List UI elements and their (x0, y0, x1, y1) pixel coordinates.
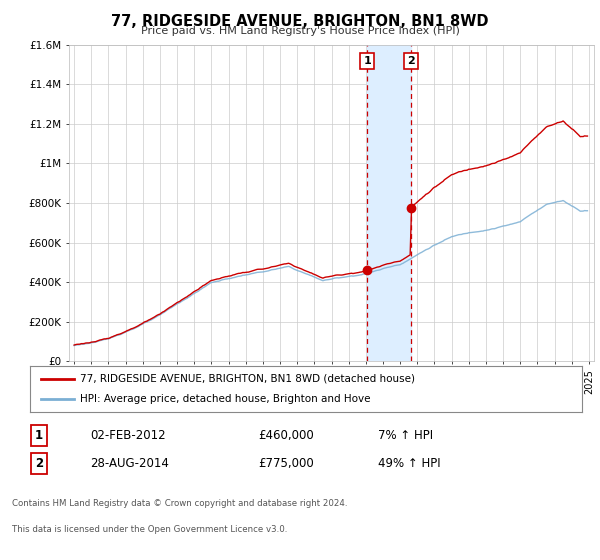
Text: 2: 2 (407, 55, 415, 66)
Bar (367, 45, 411, 361)
Text: Price paid vs. HM Land Registry's House Price Index (HPI): Price paid vs. HM Land Registry's House … (140, 26, 460, 36)
Text: 28-AUG-2014: 28-AUG-2014 (90, 457, 169, 470)
Text: 1: 1 (364, 55, 371, 66)
Text: 7% ↑ HPI: 7% ↑ HPI (378, 429, 433, 442)
Text: 2: 2 (35, 457, 43, 470)
Text: 49% ↑ HPI: 49% ↑ HPI (378, 457, 440, 470)
Text: 77, RIDGESIDE AVENUE, BRIGHTON, BN1 8WD: 77, RIDGESIDE AVENUE, BRIGHTON, BN1 8WD (111, 14, 489, 29)
Text: 1: 1 (35, 429, 43, 442)
Text: 77, RIDGESIDE AVENUE, BRIGHTON, BN1 8WD (detached house): 77, RIDGESIDE AVENUE, BRIGHTON, BN1 8WD … (80, 374, 415, 384)
Text: £775,000: £775,000 (258, 457, 314, 470)
Text: HPI: Average price, detached house, Brighton and Hove: HPI: Average price, detached house, Brig… (80, 394, 370, 404)
Text: This data is licensed under the Open Government Licence v3.0.: This data is licensed under the Open Gov… (12, 525, 287, 534)
Text: Contains HM Land Registry data © Crown copyright and database right 2024.: Contains HM Land Registry data © Crown c… (12, 500, 347, 508)
Text: £460,000: £460,000 (258, 429, 314, 442)
Text: 02-FEB-2012: 02-FEB-2012 (90, 429, 166, 442)
